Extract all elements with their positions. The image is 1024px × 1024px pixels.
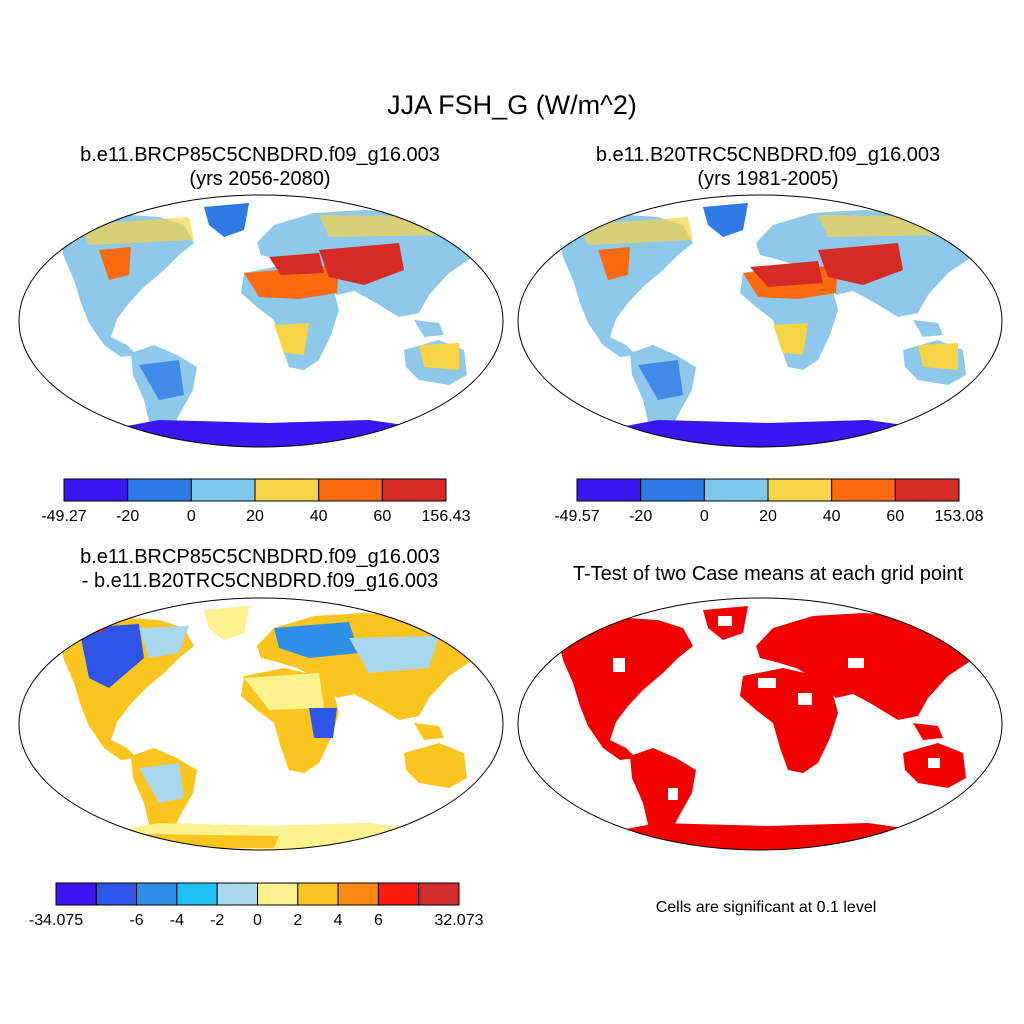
- colorbar-historical-tick-label: 20: [759, 508, 777, 525]
- panel-difference-title-line2: - b.e11.B20TRC5CNBDRD.f09_g16.003: [81, 570, 439, 592]
- colorbar-future-swatch: [63, 478, 129, 502]
- colorbar-future-tick-label: 156.43: [422, 508, 471, 525]
- colorbar-difference-tick-label: 2: [293, 912, 302, 929]
- colorbar-historical-tick-label: 153.08: [935, 508, 984, 525]
- colorbar-difference-swatch: [55, 882, 97, 906]
- panel-difference-title: b.e11.BRCP85C5CNBDRD.f09_g16.003 - b.e11…: [20, 545, 500, 593]
- panel-difference-title-line1: b.e11.BRCP85C5CNBDRD.f09_g16.003: [80, 546, 440, 568]
- colorbar-historical-tick-label: -49.57: [554, 508, 599, 525]
- colorbar-historical-swatch: [767, 478, 833, 502]
- map-ttest: [517, 597, 1003, 851]
- colorbar-difference-tick-label: 32.073: [435, 912, 484, 929]
- map-future: [18, 194, 504, 448]
- colorbar-future-swatch: [318, 478, 383, 502]
- colorbar-historical-tick-label: -20: [629, 508, 652, 525]
- colorbar-difference-swatch: [136, 882, 178, 906]
- panel-historical-title-line2: (yrs 1981-2005): [697, 168, 839, 190]
- colorbar-difference-swatch: [257, 882, 299, 906]
- colorbar-future-swatch: [254, 478, 320, 502]
- colorbar-future: -49.27 -20 0 20 40 60 156.43: [41, 478, 471, 525]
- colorbar-difference-tick-label: -2: [210, 912, 224, 929]
- colorbar-future-tick-label: -49.27: [41, 508, 86, 525]
- colorbar-future-tick-label: 60: [373, 508, 391, 525]
- colorbar-future-swatch: [381, 478, 447, 502]
- colorbar-difference-swatch: [337, 882, 379, 906]
- colorbar-difference: -34.075 -6 -4 -2 0 2 4 6 32.073: [29, 882, 484, 929]
- colorbar-difference-swatch: [216, 882, 258, 906]
- colorbar-historical-tick-label: 60: [886, 508, 904, 525]
- panel-future-title-line1: b.e11.BRCP85C5CNBDRD.f09_g16.003: [80, 144, 440, 166]
- panel-ttest-title-line1: T-Test of two Case means at each grid po…: [572, 563, 964, 585]
- colorbar-difference-tick-label: 6: [374, 912, 383, 929]
- panel-ttest-title: T-Test of two Case means at each grid po…: [508, 562, 1024, 586]
- colorbar-difference-tick-label: 4: [334, 912, 343, 929]
- colorbar-difference-swatch: [297, 882, 339, 906]
- panel-future-title-line2: (yrs 2056-2080): [189, 168, 331, 190]
- colorbar-historical-swatch: [831, 478, 896, 502]
- colorbar-difference-swatch: [377, 882, 420, 906]
- panel-future-title: b.e11.BRCP85C5CNBDRD.f09_g16.003 (yrs 20…: [20, 143, 500, 191]
- colorbar-future-swatch: [127, 478, 192, 502]
- colorbar-future-tick-label: 40: [310, 508, 328, 525]
- colorbar-future-tick-label: 0: [187, 508, 196, 525]
- colorbar-historical: -49.57 -20 0 20 40 60 153.08: [554, 478, 984, 525]
- colorbar-difference-swatch: [176, 882, 218, 906]
- colorbar-difference-swatch: [418, 882, 460, 906]
- figure-title: JJA FSH_G (W/m^2): [387, 90, 637, 120]
- colorbar-historical-swatch: [640, 478, 705, 502]
- colorbar-difference-swatch: [95, 882, 138, 906]
- colorbar-future-tick-label: -20: [116, 508, 139, 525]
- panel-historical-title: b.e11.B20TRC5CNBDRD.f09_g16.003 (yrs 198…: [508, 143, 1024, 191]
- colorbar-difference-tick-label: -6: [129, 912, 143, 929]
- colorbar-future-swatch: [190, 478, 256, 502]
- colorbar-future-tick-label: 20: [246, 508, 264, 525]
- colorbar-difference-tick-label: -34.075: [29, 912, 83, 929]
- colorbar-historical-tick-label: 0: [700, 508, 709, 525]
- panel-historical-title-line1: b.e11.B20TRC5CNBDRD.f09_g16.003: [595, 144, 941, 166]
- map-historical: [517, 194, 1003, 448]
- colorbar-difference-tick-label: -4: [170, 912, 184, 929]
- colorbar-historical-swatch: [703, 478, 769, 502]
- map-difference: [18, 597, 504, 851]
- colorbar-historical-swatch: [894, 478, 960, 502]
- significance-note: Cells are significant at 0.1 level: [655, 899, 877, 916]
- colorbar-historical-swatch: [576, 478, 642, 502]
- colorbar-difference-tick-label: 0: [253, 912, 262, 929]
- colorbar-historical-tick-label: 40: [823, 508, 841, 525]
